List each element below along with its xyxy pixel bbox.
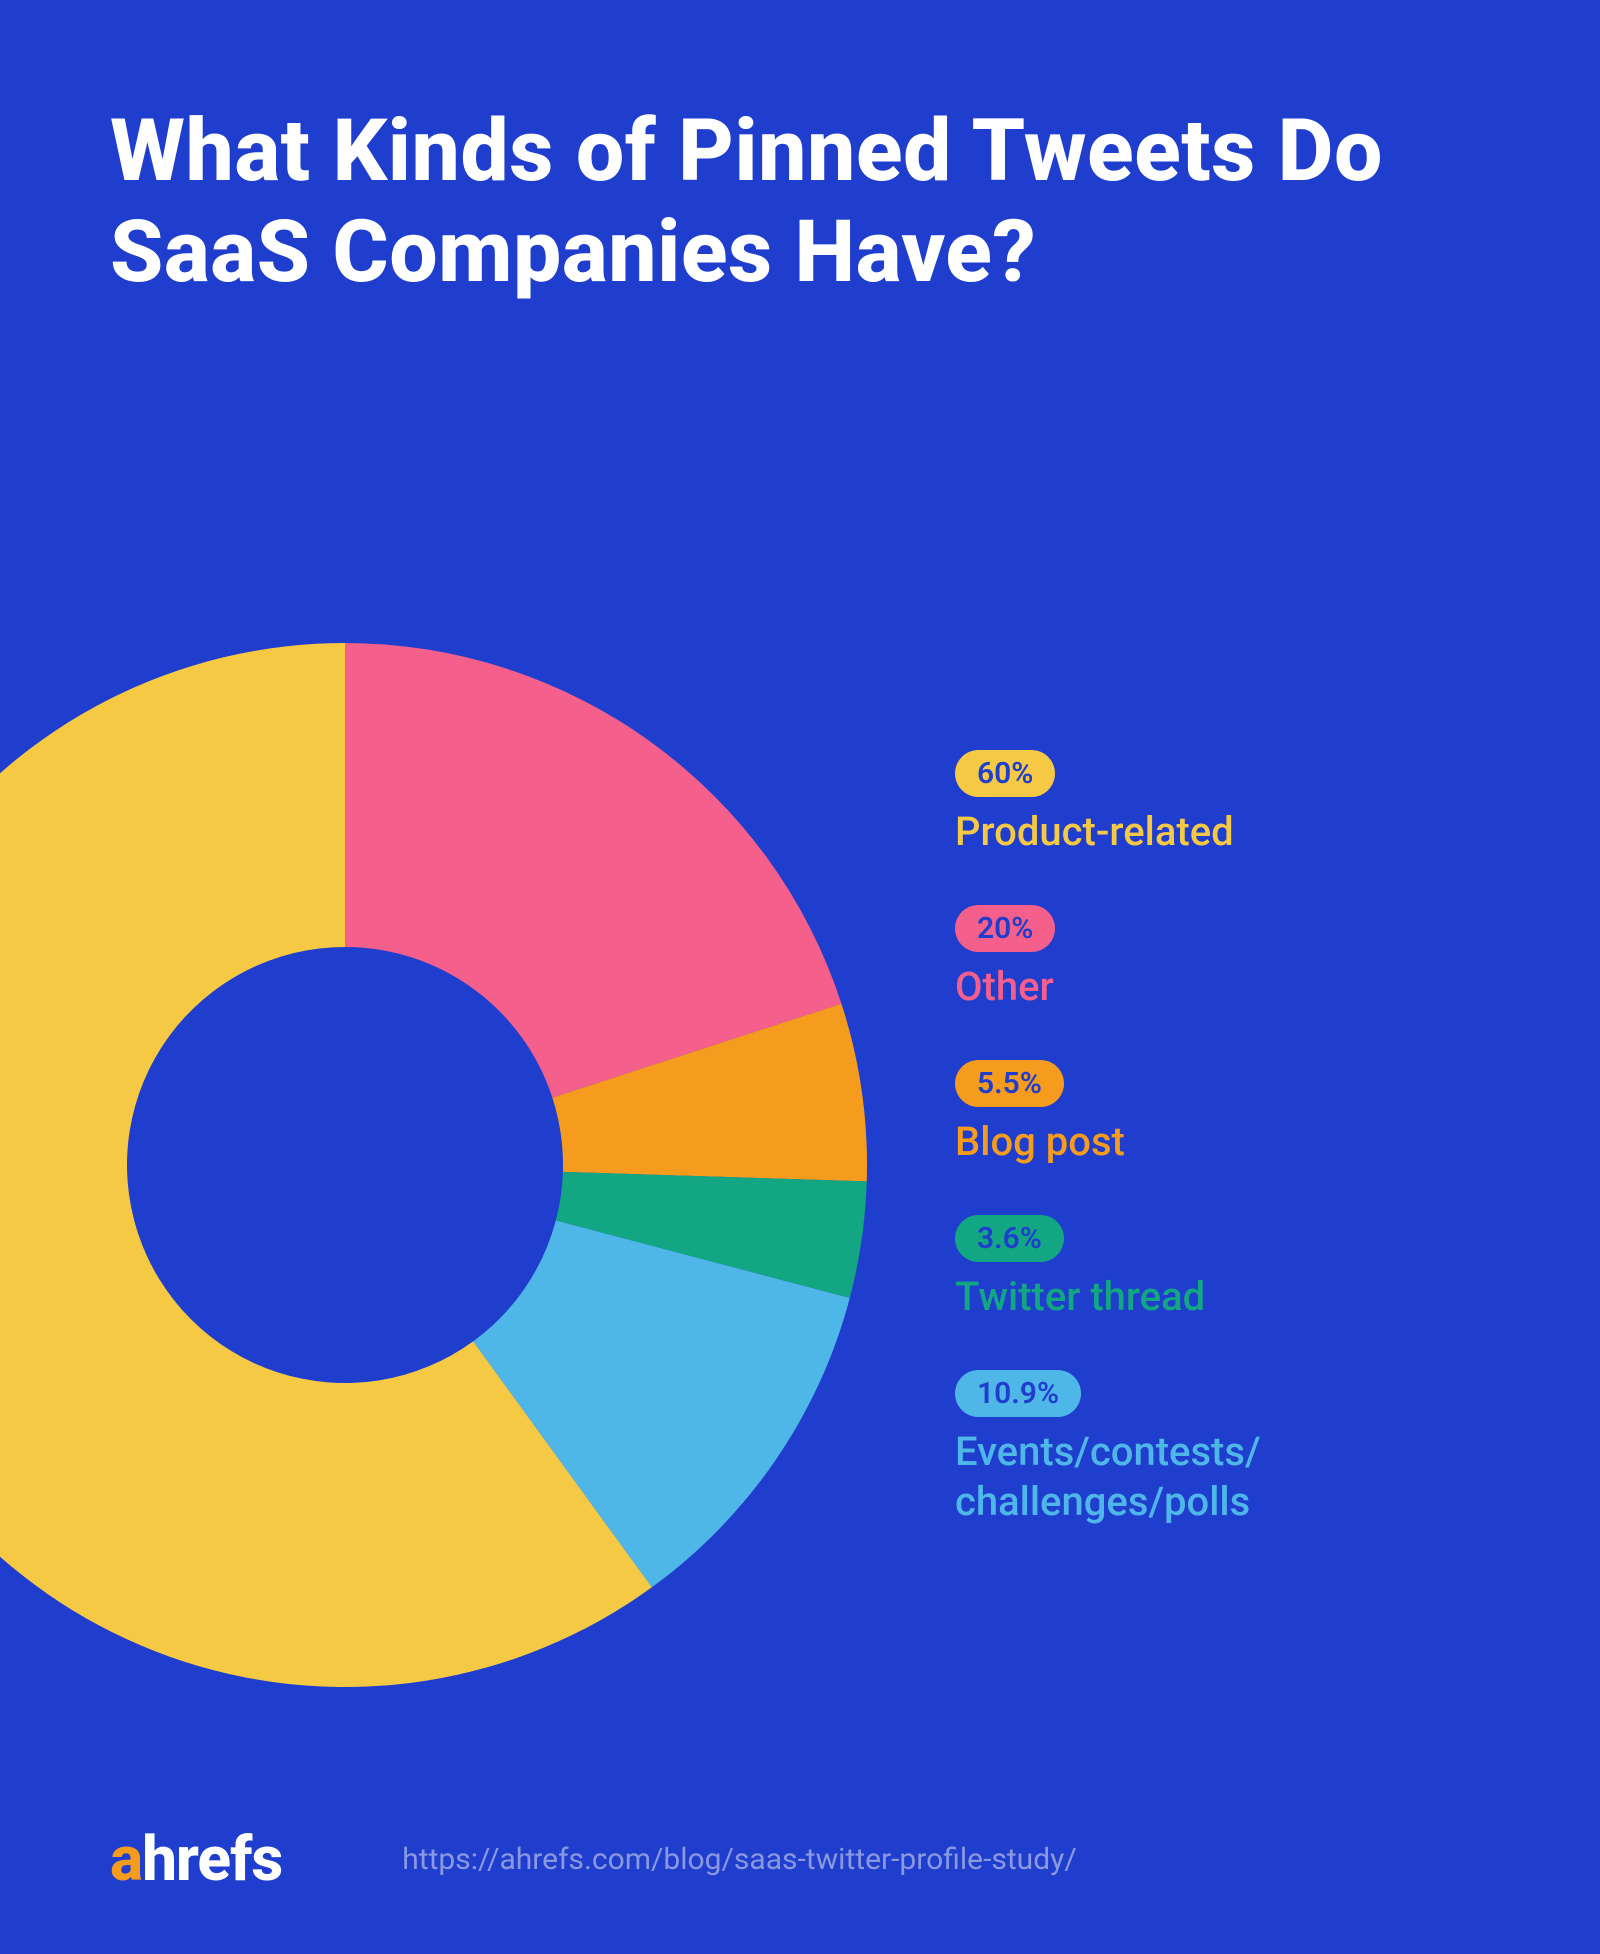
footer: ahrefs https://ahrefs.com/blog/saas-twit… (0, 1764, 1600, 1954)
legend-item-thread: 3.6% Twitter thread (955, 1215, 1261, 1322)
legend-pill-blog: 5.5% (955, 1060, 1064, 1107)
source-url: https://ahrefs.com/blog/saas-twitter-pro… (402, 1842, 1076, 1877)
donut-svg (0, 640, 870, 1690)
legend-label-thread: Twitter thread (955, 1272, 1261, 1322)
legend-pill-product: 60% (955, 750, 1055, 797)
legend-label-other: Other (955, 962, 1261, 1012)
legend-item-product: 60% Product-related (955, 750, 1261, 857)
logo-rest: hrefs (142, 1823, 282, 1896)
legend-label-product: Product-related (955, 807, 1261, 857)
legend: 60% Product-related 20% Other 5.5% Blog post 3… (955, 750, 1261, 1527)
legend-label-events: Events/contests/ challenges/polls (955, 1427, 1261, 1527)
legend-pill-events: 10.9% (955, 1370, 1081, 1417)
legend-item-events: 10.9% Events/contests/ challenges/polls (955, 1370, 1261, 1527)
legend-item-other: 20% Other (955, 905, 1261, 1012)
infographic-canvas: What Kinds of Pinned Tweets Do SaaS Comp… (0, 0, 1600, 1954)
ahrefs-logo: ahrefs (110, 1823, 282, 1896)
legend-label-blog: Blog post (955, 1117, 1261, 1167)
donut-chart (0, 640, 870, 1690)
legend-item-blog: 5.5% Blog post (955, 1060, 1261, 1167)
chart-title: What Kinds of Pinned Tweets Do SaaS Comp… (110, 100, 1490, 303)
logo-a: a (110, 1823, 142, 1896)
legend-pill-thread: 3.6% (955, 1215, 1064, 1262)
chart-area: 60% Product-related 20% Other 5.5% Blog post 3… (0, 600, 1600, 1700)
legend-pill-other: 20% (955, 905, 1055, 952)
